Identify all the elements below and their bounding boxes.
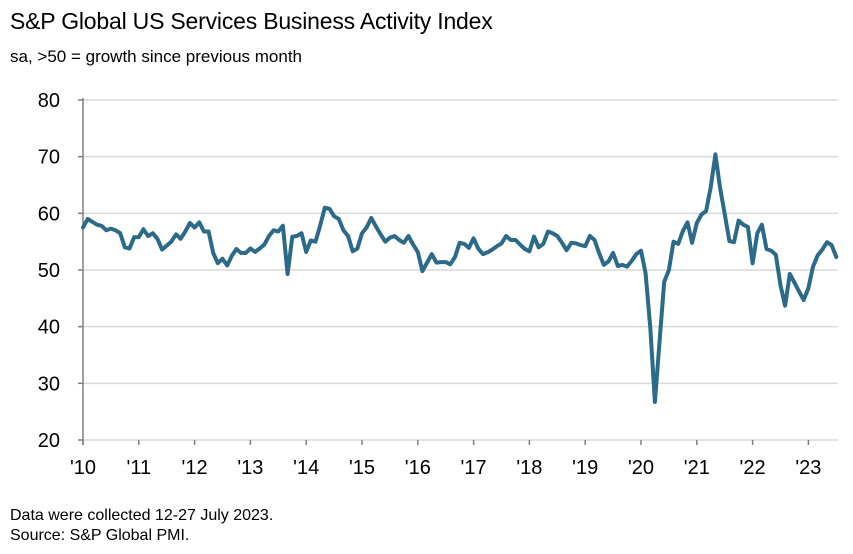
y-tick-label: 50 bbox=[38, 260, 60, 282]
series-line-services-index bbox=[81, 152, 839, 404]
x-tick-label: '13 bbox=[237, 457, 263, 479]
y-tick-label: 20 bbox=[38, 430, 60, 452]
footer-note: Data were collected 12-27 July 2023. bbox=[10, 507, 274, 524]
y-tick-label: 40 bbox=[38, 317, 60, 339]
x-tick-label: '16 bbox=[405, 457, 431, 479]
y-axis-ticks: 20 30 40 50 60 70 80 bbox=[38, 90, 60, 452]
y-tick-label: 80 bbox=[38, 90, 60, 112]
x-tick-label: '12 bbox=[182, 457, 208, 479]
x-tick-label: '17 bbox=[461, 457, 487, 479]
x-tick-label: '22 bbox=[740, 457, 766, 479]
footer-source: Source: S&P Global PMI. bbox=[10, 527, 190, 544]
y-tick-label: 30 bbox=[38, 373, 60, 395]
x-tick-label: '11 bbox=[127, 457, 152, 479]
gridlines bbox=[78, 99, 838, 445]
x-tick-label: '10 bbox=[70, 457, 96, 479]
x-tick-label: '20 bbox=[628, 457, 654, 479]
x-tick-label: '14 bbox=[293, 457, 319, 479]
x-tick-label: '18 bbox=[516, 457, 542, 479]
y-tick-label: 70 bbox=[38, 147, 60, 169]
x-tick-label: '19 bbox=[572, 457, 598, 479]
chart-subtitle: sa, >50 = growth since previous month bbox=[10, 47, 302, 66]
x-tick-label: '23 bbox=[795, 457, 821, 479]
chart-title: S&P Global US Services Business Activity… bbox=[10, 8, 493, 34]
x-axis-ticks: '10 '11 '12 '13 '14 '15 '16 '17 '18 '19 '20 '21 '22 '… bbox=[70, 457, 821, 479]
x-tick-label: '21 bbox=[684, 457, 710, 479]
x-tick-label: '15 bbox=[349, 457, 375, 479]
y-tick-label: 60 bbox=[38, 203, 60, 225]
